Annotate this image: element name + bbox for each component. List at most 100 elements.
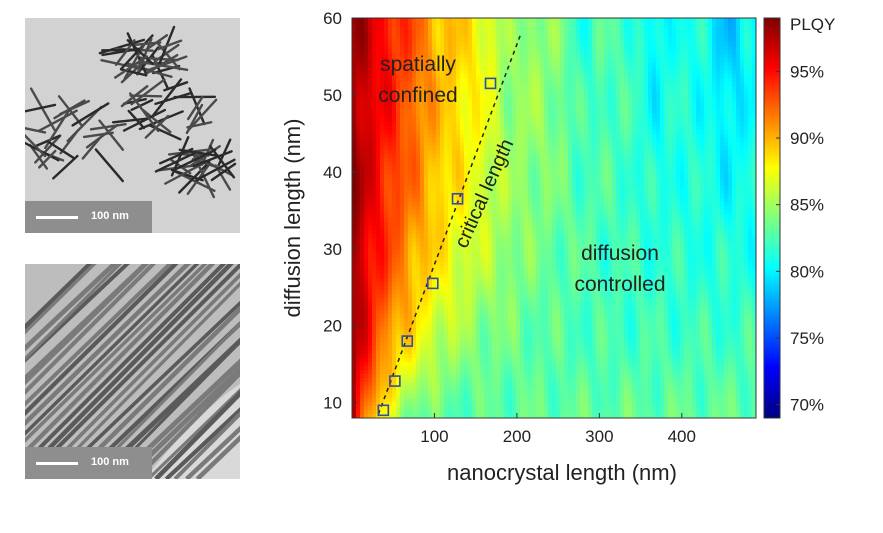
heatmap-cell [500,122,505,127]
heatmap-cell [632,70,637,75]
heatmap-cell [496,66,501,71]
heatmap-cell [668,142,673,147]
heatmap-cell [704,46,709,51]
heatmap-cell [700,198,705,203]
heatmap-cell [360,106,365,111]
heatmap-cell [716,194,721,199]
heatmap-cell [572,70,577,75]
heatmap-cell [492,138,497,143]
heatmap-cell [404,38,409,43]
heatmap-cell [472,38,477,43]
heatmap-cell [708,138,713,143]
heatmap-cell [572,90,577,95]
heatmap-cell [428,138,433,143]
heatmap-cell [400,186,405,191]
heatmap-cell [388,150,393,155]
heatmap-cell [408,154,413,159]
heatmap-cell [532,22,537,27]
heatmap-cell [424,142,429,147]
heatmap-cell [676,38,681,43]
heatmap-cell [600,58,605,63]
heatmap-cell [532,94,537,99]
heatmap-cell [676,18,681,23]
heatmap-cell [524,58,529,63]
heatmap-cell [744,114,749,119]
heatmap-cell [580,18,585,23]
heatmap-cell [456,174,461,179]
heatmap-cell [512,186,517,191]
heatmap-cell [540,74,545,79]
heatmap-cell [724,182,729,187]
heatmap-cell [448,142,453,147]
heatmap-cell [588,70,593,75]
heatmap-cell [444,166,449,171]
heatmap-cell [572,50,577,55]
heatmap-cell [652,50,657,55]
heatmap-cell [608,178,613,183]
heatmap-cell [608,114,613,119]
heatmap-cell [364,146,369,151]
heatmap-cell [564,22,569,27]
heatmap-cell [516,34,521,39]
tem-image-long-nanowires-drawing [25,264,240,479]
heatmap-cell [744,198,749,203]
heatmap-cell [640,118,645,123]
heatmap-cell [728,42,733,47]
heatmap-cell [744,98,749,103]
heatmap-cell [388,114,393,119]
heatmap-cell [752,182,756,187]
heatmap-cell [408,50,413,55]
heatmap-cell [556,194,561,199]
heatmap-cell [752,174,756,179]
heatmap-cell [752,146,756,151]
heatmap-cell [536,38,541,43]
heatmap-cell [544,154,549,159]
heatmap-cell [436,138,441,143]
heatmap-cell [576,166,581,171]
heatmap-cell [616,38,621,43]
heatmap-cell [516,86,521,91]
heatmap-cell [592,158,597,163]
heatmap-cell [560,190,565,195]
heatmap-cell [668,202,673,207]
heatmap-cell [636,26,641,31]
heatmap-cell [540,158,545,163]
heatmap-cell [660,26,665,31]
heatmap-cell [724,114,729,119]
heatmap-cell [352,206,357,211]
heatmap-cell [400,22,405,27]
heatmap-cell [608,30,613,35]
heatmap-cell [584,26,589,31]
heatmap-cell [528,18,533,23]
heatmap-cell [356,22,361,27]
heatmap-cell [584,98,589,103]
heatmap-cell [404,146,409,151]
heatmap-cell [704,110,709,115]
heatmap-cell [732,134,737,139]
heatmap-cell [384,82,389,87]
heatmap-cell [684,202,689,207]
heatmap-cell [352,90,357,95]
heatmap-cell [528,130,533,135]
heatmap-cell [612,178,617,183]
heatmap-cell [628,110,633,115]
heatmap-cell [656,18,661,23]
heatmap-cell [632,166,637,171]
heatmap-cell [456,86,461,91]
heatmap-cell [676,70,681,75]
heatmap-cell [440,154,445,159]
tem-image-short-nanorods-drawing [25,18,240,233]
heatmap-cell [716,22,721,27]
heatmap-cell [708,38,713,43]
heatmap-cell [436,94,441,99]
heatmap-cell [444,98,449,103]
heatmap-cell [532,186,537,191]
nanowire [25,264,123,362]
heatmap-cell [552,134,557,139]
heatmap-cell [632,98,637,103]
heatmap-cell [604,94,609,99]
heatmap-cell [532,54,537,59]
heatmap-cell [468,82,473,87]
heatmap-cell [580,110,585,115]
heatmap-cell [616,126,621,131]
